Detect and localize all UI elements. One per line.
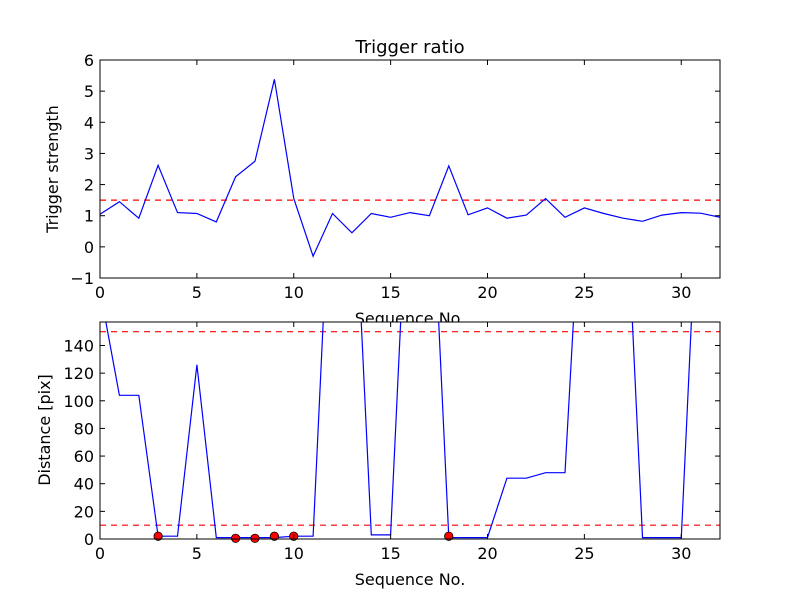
y-tick-label: 0 <box>84 530 94 549</box>
x-tick-label: 15 <box>380 283 400 302</box>
x-tick-label: 0 <box>95 283 105 302</box>
y-axis-label: Distance [pix] <box>35 374 54 486</box>
plot-area <box>100 60 720 278</box>
data-point-marker <box>250 533 260 543</box>
x-tick-label: 20 <box>477 544 497 563</box>
x-tick-label: 30 <box>671 544 691 563</box>
x-tick-label: 0 <box>95 544 105 563</box>
x-tick-label: 25 <box>574 544 594 563</box>
y-tick-label: 4 <box>84 113 94 132</box>
series-line <box>105 322 692 539</box>
y-tick-label: 5 <box>84 82 94 101</box>
plot-frame <box>99 321 721 540</box>
y-tick-label: 3 <box>84 144 94 163</box>
y-tick-label: −1 <box>70 269 94 288</box>
y-tick-label: 1 <box>84 207 94 226</box>
y-tick-label: 80 <box>74 419 94 438</box>
y-tick-label: 20 <box>74 502 94 521</box>
y-tick-label: 2 <box>84 176 94 195</box>
distance-chart: Sequence No. Distance [pix] 0 5 10 15 20 25 30… <box>35 321 721 589</box>
x-tick-label: 20 <box>477 283 497 302</box>
chart-title: Trigger ratio <box>354 37 464 58</box>
x-axis-label: Sequence No. <box>355 570 466 589</box>
x-tick-label: 30 <box>671 283 691 302</box>
x-tick-label: 5 <box>192 283 202 302</box>
x-tick-label: 10 <box>284 283 304 302</box>
trigger-ratio-chart: Trigger ratio Sequence No. Trigger stren… <box>43 37 721 328</box>
y-tick-label: 40 <box>74 475 94 494</box>
data-point-marker <box>269 531 279 541</box>
y-tick-label: 60 <box>74 447 94 466</box>
plot-frame <box>99 59 721 279</box>
y-tick-label: 6 <box>84 51 94 70</box>
x-tick-label: 25 <box>574 283 594 302</box>
series-line <box>100 79 720 258</box>
y-tick-label: 140 <box>63 336 94 355</box>
y-tick-label: 0 <box>84 238 94 257</box>
data-point-marker <box>444 531 454 541</box>
x-tick-label: 5 <box>192 544 202 563</box>
y-tick-label: 120 <box>63 364 94 383</box>
plot-area <box>100 322 720 539</box>
data-point-marker <box>153 531 163 541</box>
x-tick-label: 10 <box>284 544 304 563</box>
data-point-marker <box>231 533 241 543</box>
x-tick-label: 15 <box>380 544 400 563</box>
y-axis-label: Trigger strength <box>43 105 62 234</box>
y-tick-label: 100 <box>63 392 94 411</box>
